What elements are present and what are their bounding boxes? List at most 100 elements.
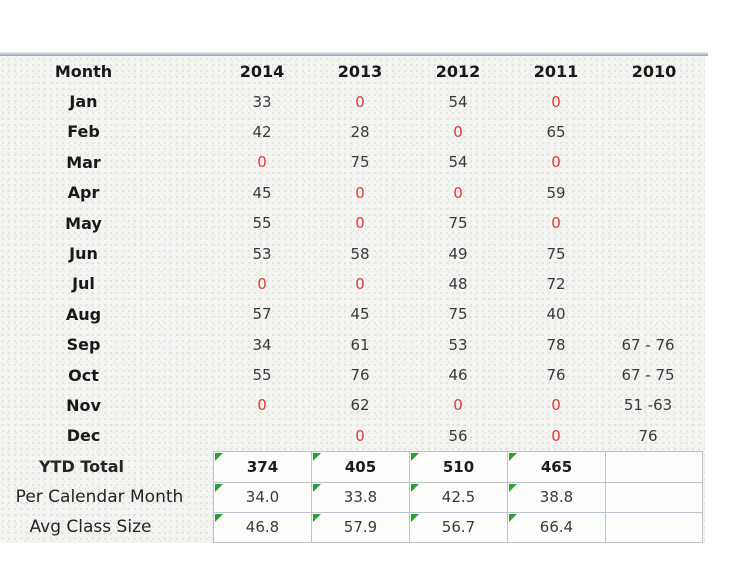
cell-feb-2014[interactable]: 42 [252, 122, 272, 141]
column-header-2012[interactable]: 2012 [435, 61, 481, 81]
row-label-aug[interactable]: Aug [65, 304, 102, 324]
summary-label-per-calendar-month[interactable]: Per Calendar Month [15, 486, 184, 507]
cell-dec-2010[interactable]: 76 [638, 426, 658, 445]
cell-oct-2012[interactable]: 46 [448, 366, 468, 385]
column-header-2013[interactable]: 2013 [337, 61, 383, 81]
cell-jul-2014[interactable]: 0 [257, 274, 267, 293]
summary-cell-avg-2011[interactable]: 66.4 [507, 512, 605, 543]
summary-cell-percal-2012[interactable]: 42.5 [409, 481, 507, 513]
cell-mar-2013[interactable]: 75 [350, 153, 370, 172]
cell-may-2012[interactable]: 75 [448, 214, 468, 233]
cell-nov-2011[interactable]: 0 [551, 396, 561, 415]
cell-nov-2013[interactable]: 62 [350, 396, 370, 415]
cell-mar-2014[interactable]: 0 [257, 153, 267, 172]
summary-label-avg-class-size[interactable]: Avg Class Size [29, 517, 152, 538]
cell-jun-2014[interactable]: 53 [252, 244, 272, 263]
cell-jul-2013[interactable]: 0 [355, 274, 365, 293]
cell-dec-2011[interactable]: 0 [551, 426, 561, 445]
cell-apr-2012[interactable]: 0 [453, 183, 463, 202]
cell-aug-2013[interactable]: 45 [350, 305, 370, 324]
formula-indicator-icon [313, 483, 321, 492]
summary-cell-avg-2012[interactable]: 56.7 [409, 512, 507, 543]
cell-sep-2010[interactable]: 67 - 76 [621, 335, 675, 354]
cell-jan-2014[interactable]: 33 [252, 92, 272, 111]
cell-jan-2011[interactable]: 0 [551, 92, 561, 111]
column-header-2010[interactable]: 2010 [631, 61, 677, 81]
cell-oct-2013[interactable]: 76 [350, 366, 370, 385]
cell-feb-2011[interactable]: 65 [546, 122, 566, 141]
cell-may-2011[interactable]: 0 [551, 214, 561, 233]
row-label-oct[interactable]: Oct [68, 365, 99, 385]
summary-cell-avg-2013[interactable]: 57.9 [311, 512, 409, 543]
summary-cell-percal-2013[interactable]: 33.8 [311, 481, 409, 513]
summary-cell-ytd-2013[interactable]: 405 [311, 451, 409, 482]
cell-nov-2012[interactable]: 0 [453, 396, 463, 415]
cell-apr-2014[interactable]: 45 [252, 183, 272, 202]
cell-jul-2010[interactable] [605, 269, 703, 299]
cell-feb-2012[interactable]: 0 [453, 122, 463, 141]
row-label-may[interactable]: May [65, 213, 102, 233]
cell-sep-2012[interactable]: 53 [448, 335, 468, 354]
cell-dec-2013[interactable]: 0 [355, 426, 365, 445]
cell-mar-2010[interactable] [605, 147, 703, 177]
cell-apr-2013[interactable]: 0 [355, 183, 365, 202]
cell-may-2010[interactable] [605, 208, 703, 238]
cell-sep-2014[interactable]: 34 [252, 335, 272, 354]
cell-nov-2014[interactable]: 0 [257, 396, 267, 415]
cell-sep-2013[interactable]: 61 [350, 335, 370, 354]
cell-aug-2011[interactable]: 40 [546, 305, 566, 324]
summary-label-ytd-total[interactable]: YTD Total [38, 456, 125, 476]
summary-cell-ytd-2014[interactable]: 374 [213, 451, 311, 482]
row-label-mar[interactable]: Mar [66, 152, 101, 172]
row-label-jul[interactable]: Jul [72, 274, 95, 294]
cell-jan-2010[interactable] [605, 86, 703, 116]
cell-jul-2012[interactable]: 48 [448, 274, 468, 293]
formula-indicator-icon [411, 483, 419, 492]
row-label-jun[interactable]: Jun [69, 244, 98, 264]
cell-dec-2012[interactable]: 56 [448, 426, 468, 445]
cell-jun-2012[interactable]: 49 [448, 244, 468, 263]
summary-cell-avg-2010[interactable] [605, 512, 703, 543]
table-grid: Month 2014 2013 2012 2011 2010 Jan 33 0 … [0, 56, 703, 543]
summary-cell-percal-2010[interactable] [605, 481, 703, 513]
row-label-feb[interactable]: Feb [67, 122, 100, 142]
cell-jan-2012[interactable]: 54 [448, 92, 468, 111]
summary-cell-ytd-2011[interactable]: 465 [507, 451, 605, 482]
cell-jun-2011[interactable]: 75 [546, 244, 566, 263]
cell-oct-2011[interactable]: 76 [546, 366, 566, 385]
cell-mar-2012[interactable]: 54 [448, 153, 468, 172]
cell-dec-2014[interactable] [213, 421, 311, 451]
cell-jul-2011[interactable]: 72 [546, 274, 566, 293]
cell-apr-2010[interactable] [605, 178, 703, 208]
summary-cell-percal-2014[interactable]: 34.0 [213, 481, 311, 513]
row-label-dec[interactable]: Dec [66, 426, 101, 446]
row-label-sep[interactable]: Sep [66, 335, 101, 355]
cell-jan-2013[interactable]: 0 [355, 92, 365, 111]
summary-cell-ytd-2010[interactable] [605, 451, 703, 482]
cell-oct-2010[interactable]: 67 - 75 [621, 366, 675, 385]
summary-cell-ytd-2012[interactable]: 510 [409, 451, 507, 482]
cell-sep-2011[interactable]: 78 [546, 335, 566, 354]
cell-mar-2011[interactable]: 0 [551, 153, 561, 172]
cell-jun-2013[interactable]: 58 [350, 244, 370, 263]
row-label-apr[interactable]: Apr [67, 183, 100, 203]
cell-feb-2010[interactable] [605, 117, 703, 147]
summary-cell-percal-2011[interactable]: 38.8 [507, 481, 605, 513]
cell-nov-2010[interactable]: 51 -63 [623, 396, 673, 415]
cell-may-2013[interactable]: 0 [355, 214, 365, 233]
cell-jun-2010[interactable] [605, 238, 703, 268]
cell-feb-2013[interactable]: 28 [350, 122, 370, 141]
column-header-2011[interactable]: 2011 [533, 61, 579, 81]
summary-value: 405 [344, 457, 377, 476]
cell-aug-2010[interactable] [605, 299, 703, 329]
cell-aug-2014[interactable]: 57 [252, 305, 272, 324]
row-label-jan[interactable]: Jan [69, 92, 98, 112]
row-label-nov[interactable]: Nov [66, 395, 101, 415]
column-header-month[interactable]: Month [54, 61, 113, 81]
cell-may-2014[interactable]: 55 [252, 214, 272, 233]
column-header-2014[interactable]: 2014 [239, 61, 285, 81]
cell-apr-2011[interactable]: 59 [546, 183, 566, 202]
cell-oct-2014[interactable]: 55 [252, 366, 272, 385]
cell-aug-2012[interactable]: 75 [448, 305, 468, 324]
summary-cell-avg-2014[interactable]: 46.8 [213, 512, 311, 543]
